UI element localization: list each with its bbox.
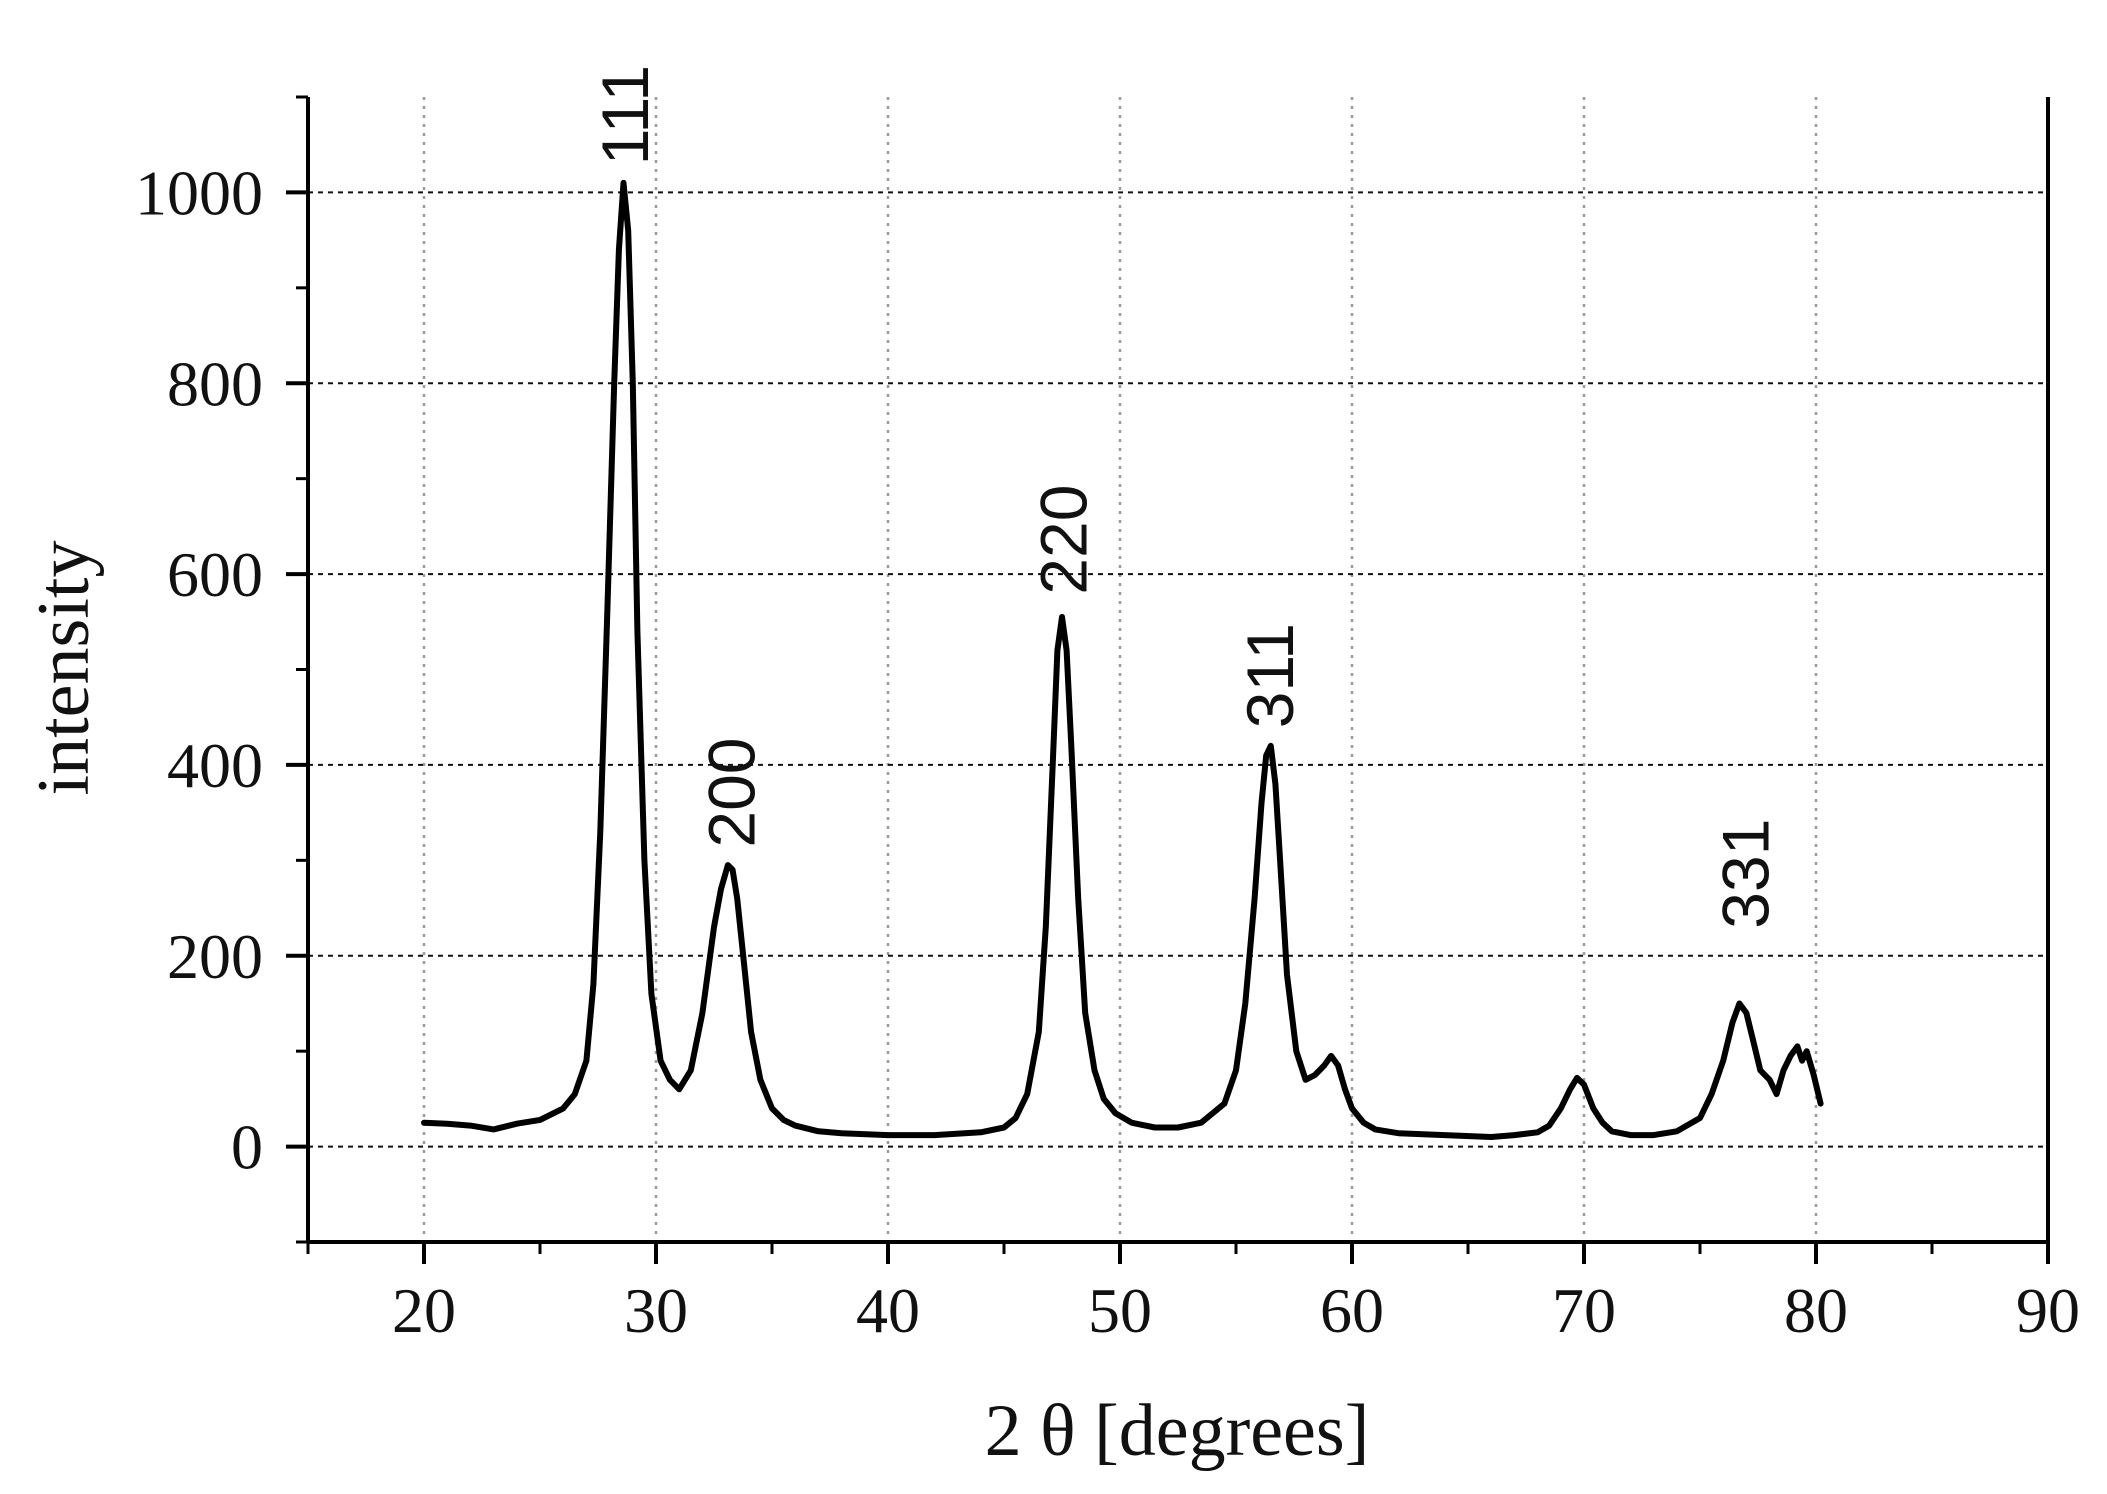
peak-label: 331	[1708, 819, 1782, 929]
x-tick-label: 50	[1088, 1275, 1152, 1346]
x-tick-label: 60	[1320, 1275, 1384, 1346]
peak-annotations: 111 200 220 311 331	[588, 65, 1783, 929]
peak-label: 200	[695, 737, 769, 847]
x-tick-label: 30	[624, 1275, 688, 1346]
grid	[308, 97, 2048, 1242]
y-tick-label: 1000	[135, 157, 263, 228]
y-tick-label: 200	[167, 921, 263, 992]
y-tick-label: 800	[167, 348, 263, 419]
peak-label: 111	[588, 65, 662, 165]
series-line	[421, 179, 1824, 1140]
series	[421, 179, 1824, 1140]
x-tick-label: 40	[856, 1275, 920, 1346]
x-tick-label: 80	[1784, 1275, 1848, 1346]
axis-ticks: 20 30 40 50 60 70 80 90 0 200 400 600 800 1000	[135, 95, 2080, 1346]
x-tick-label: 90	[2016, 1275, 2080, 1346]
y-tick-label: 400	[167, 730, 263, 801]
x-axis-title: 2 θ [degrees]	[985, 1390, 1370, 1472]
y-tick-label: 0	[231, 1112, 263, 1183]
x-tick-label: 20	[392, 1275, 456, 1346]
y-tick-label: 600	[167, 539, 263, 610]
plot-frame	[306, 97, 2050, 1244]
peak-label: 311	[1233, 623, 1307, 728]
x-tick-label: 70	[1552, 1275, 1616, 1346]
y-axis-title: intensity	[23, 541, 105, 796]
peak-label: 220	[1026, 485, 1100, 595]
